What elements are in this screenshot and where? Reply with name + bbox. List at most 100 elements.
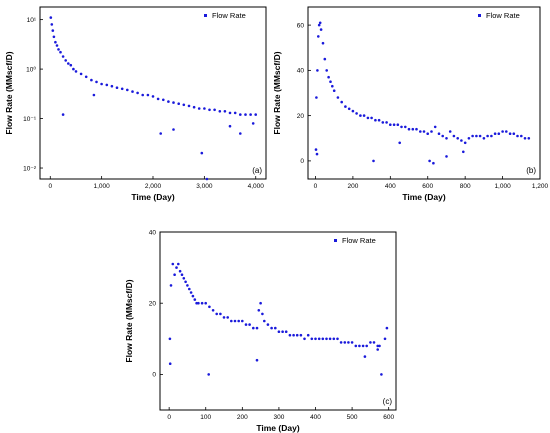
data-point: [257, 309, 261, 312]
data-point: [254, 113, 257, 116]
data-point: [392, 123, 396, 126]
x-axis-label: Time (Day): [402, 192, 445, 202]
data-point: [197, 301, 200, 305]
data-point: [177, 102, 180, 105]
data-point: [281, 330, 284, 334]
y-axis-label: Flow Rate (MMscf/D): [124, 279, 134, 362]
data-point: [72, 67, 75, 71]
data-point: [197, 107, 201, 110]
data-point: [233, 111, 237, 115]
y-axis-label: Flow Rate (MMscf/D): [4, 51, 14, 134]
legend-label: Flow Rate: [212, 11, 246, 20]
data-point: [347, 107, 351, 111]
data-point: [462, 150, 465, 154]
data-point: [239, 132, 242, 135]
data-point: [329, 80, 332, 83]
data-point: [366, 116, 370, 120]
data-point: [318, 21, 322, 25]
data-point: [110, 84, 114, 88]
x-tick-label: 2,000: [145, 183, 162, 190]
data-point: [508, 132, 512, 135]
data-point: [52, 35, 56, 39]
data-point: [151, 95, 155, 98]
x-tick-label: 600: [422, 183, 433, 190]
x-tick-label: 600: [383, 414, 394, 421]
data-point: [69, 63, 73, 67]
x-tick-label: 1,200: [532, 183, 549, 190]
data-point: [419, 130, 422, 133]
y-tick-label: 20: [149, 301, 157, 308]
data-point: [325, 69, 329, 72]
data-point: [203, 107, 206, 110]
data-point: [90, 78, 93, 82]
data-point: [244, 113, 247, 116]
y-tick-label: 40: [149, 229, 157, 236]
x-tick-label: 800: [460, 183, 471, 190]
x-tick-label: 0: [48, 183, 52, 190]
data-point: [177, 262, 180, 266]
data-point: [516, 134, 519, 138]
data-point: [188, 287, 191, 291]
panel-label: (b): [526, 166, 536, 175]
y-tick-label: 0: [152, 372, 156, 379]
data-point: [463, 141, 467, 145]
data-point: [422, 130, 426, 133]
x-tick-label: 200: [237, 414, 248, 421]
data-point: [61, 113, 65, 116]
data-point: [339, 341, 343, 344]
data-point: [226, 316, 229, 319]
data-point: [233, 319, 237, 323]
y-axis-label: Flow Rate (MMscf/D): [272, 51, 282, 134]
data-point: [520, 134, 523, 138]
data-point: [299, 333, 303, 337]
data-point: [277, 330, 281, 334]
x-tick-label: 4,000: [248, 183, 265, 190]
data-point: [213, 108, 216, 112]
data-point: [292, 333, 295, 337]
data-point: [310, 337, 314, 341]
data-point: [195, 301, 198, 305]
data-point: [175, 266, 178, 269]
data-point: [288, 333, 292, 337]
data-point: [178, 269, 182, 273]
legend-marker: [334, 239, 337, 242]
data-point: [167, 100, 170, 103]
plot-frame: [159, 231, 397, 411]
panel-label: (c): [383, 397, 393, 406]
data-point: [407, 127, 411, 131]
data-point: [377, 118, 381, 122]
x-tick-label: 500: [347, 414, 358, 421]
data-point: [437, 132, 441, 135]
data-point: [79, 72, 83, 76]
data-point: [252, 326, 255, 330]
data-point: [204, 301, 207, 305]
data-point: [251, 122, 255, 125]
data-point: [456, 137, 460, 140]
data-point: [173, 273, 176, 277]
chart-panel-b: 0 200 400 600 800 1,000 1,200 0 20 40 60 Time (Day)…: [272, 6, 549, 202]
data-point: [317, 35, 320, 38]
data-point: [146, 93, 150, 97]
data-point: [222, 316, 226, 319]
data-point: [467, 137, 471, 140]
data-point: [248, 323, 251, 326]
data-point: [328, 337, 332, 341]
data-point: [365, 344, 369, 348]
data-point: [482, 137, 486, 140]
data-point: [172, 128, 175, 131]
y-tick-label: 10⁰: [26, 65, 36, 73]
data-point: [50, 23, 54, 26]
data-point: [523, 137, 527, 140]
data-point: [255, 358, 259, 362]
data-point: [317, 23, 321, 27]
data-point: [191, 294, 195, 298]
data-point: [215, 312, 218, 316]
data-point: [505, 130, 508, 133]
data-point: [295, 333, 299, 337]
data-point: [369, 341, 372, 344]
data-point: [475, 134, 478, 138]
data-point: [383, 337, 387, 341]
data-point: [120, 87, 124, 91]
data-point: [332, 337, 336, 341]
